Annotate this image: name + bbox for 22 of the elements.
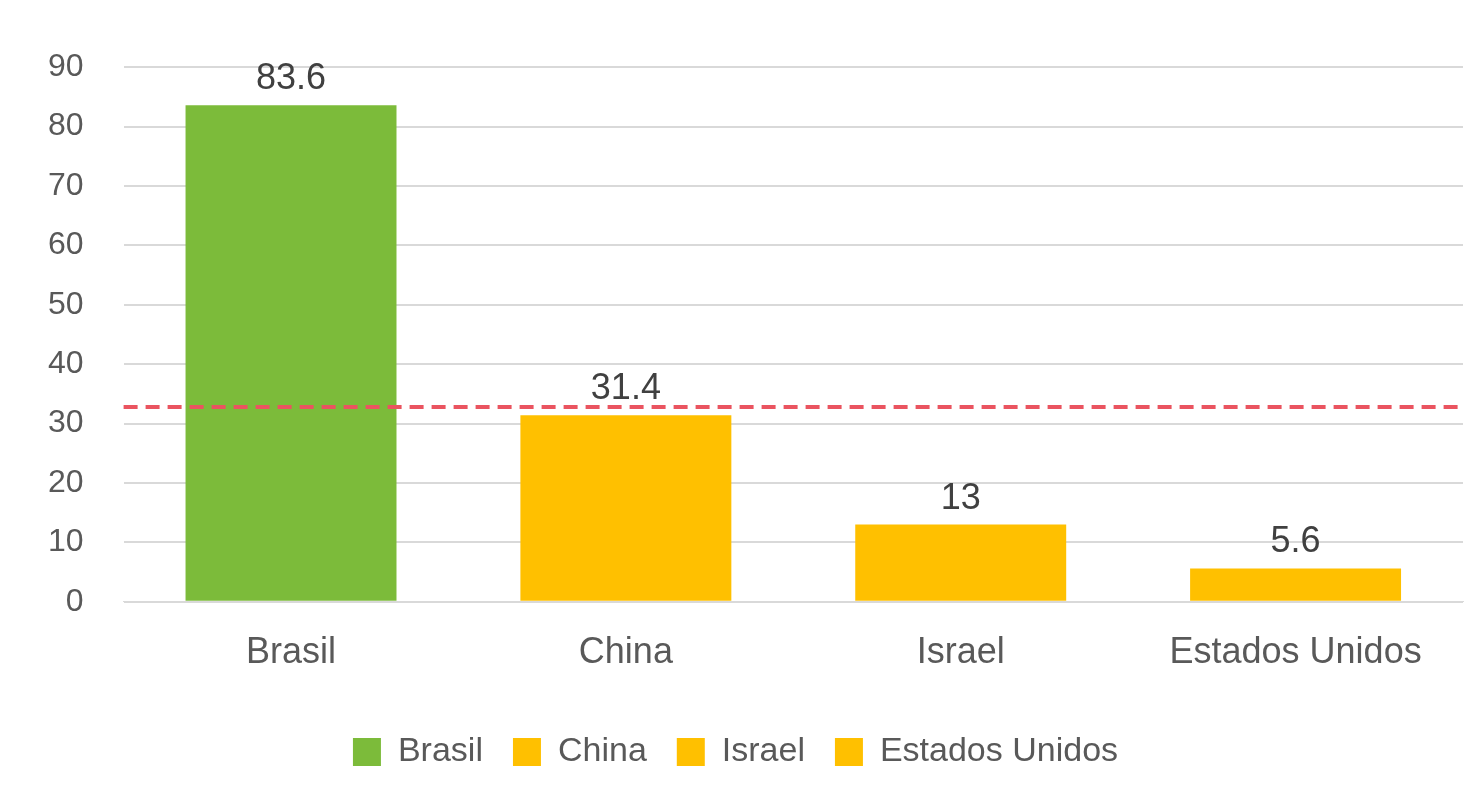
y-tick-label: 80 (48, 106, 84, 143)
y-tick-label: 40 (48, 344, 84, 381)
legend-label: China (557, 730, 647, 769)
x-tick-label: China (578, 630, 674, 672)
x-tick-label: Brasil (246, 630, 337, 672)
y-tick-label: 10 (48, 522, 84, 559)
data-label: 31.4 (590, 366, 661, 408)
y-tick-label: 60 (48, 225, 84, 262)
legend-label: Brasil (397, 730, 483, 769)
y-tick-label: 20 (48, 462, 84, 499)
data-label: 83.6 (255, 56, 327, 98)
y-tick-label: 70 (48, 165, 84, 202)
y-tick-label: 0 (65, 581, 84, 618)
data-label: 5.6 (1270, 519, 1321, 561)
legend-label: Israel (721, 730, 805, 769)
x-tick-label: Estados Unidos (1169, 630, 1422, 672)
legend-label: Estados Unidos (879, 730, 1119, 769)
y-tick-label: 50 (48, 284, 84, 321)
y-tick-label: 90 (48, 47, 84, 84)
data-label: 13 (940, 475, 981, 517)
x-tick-label: Israel (916, 630, 1005, 672)
y-tick-label: 30 (48, 403, 84, 440)
